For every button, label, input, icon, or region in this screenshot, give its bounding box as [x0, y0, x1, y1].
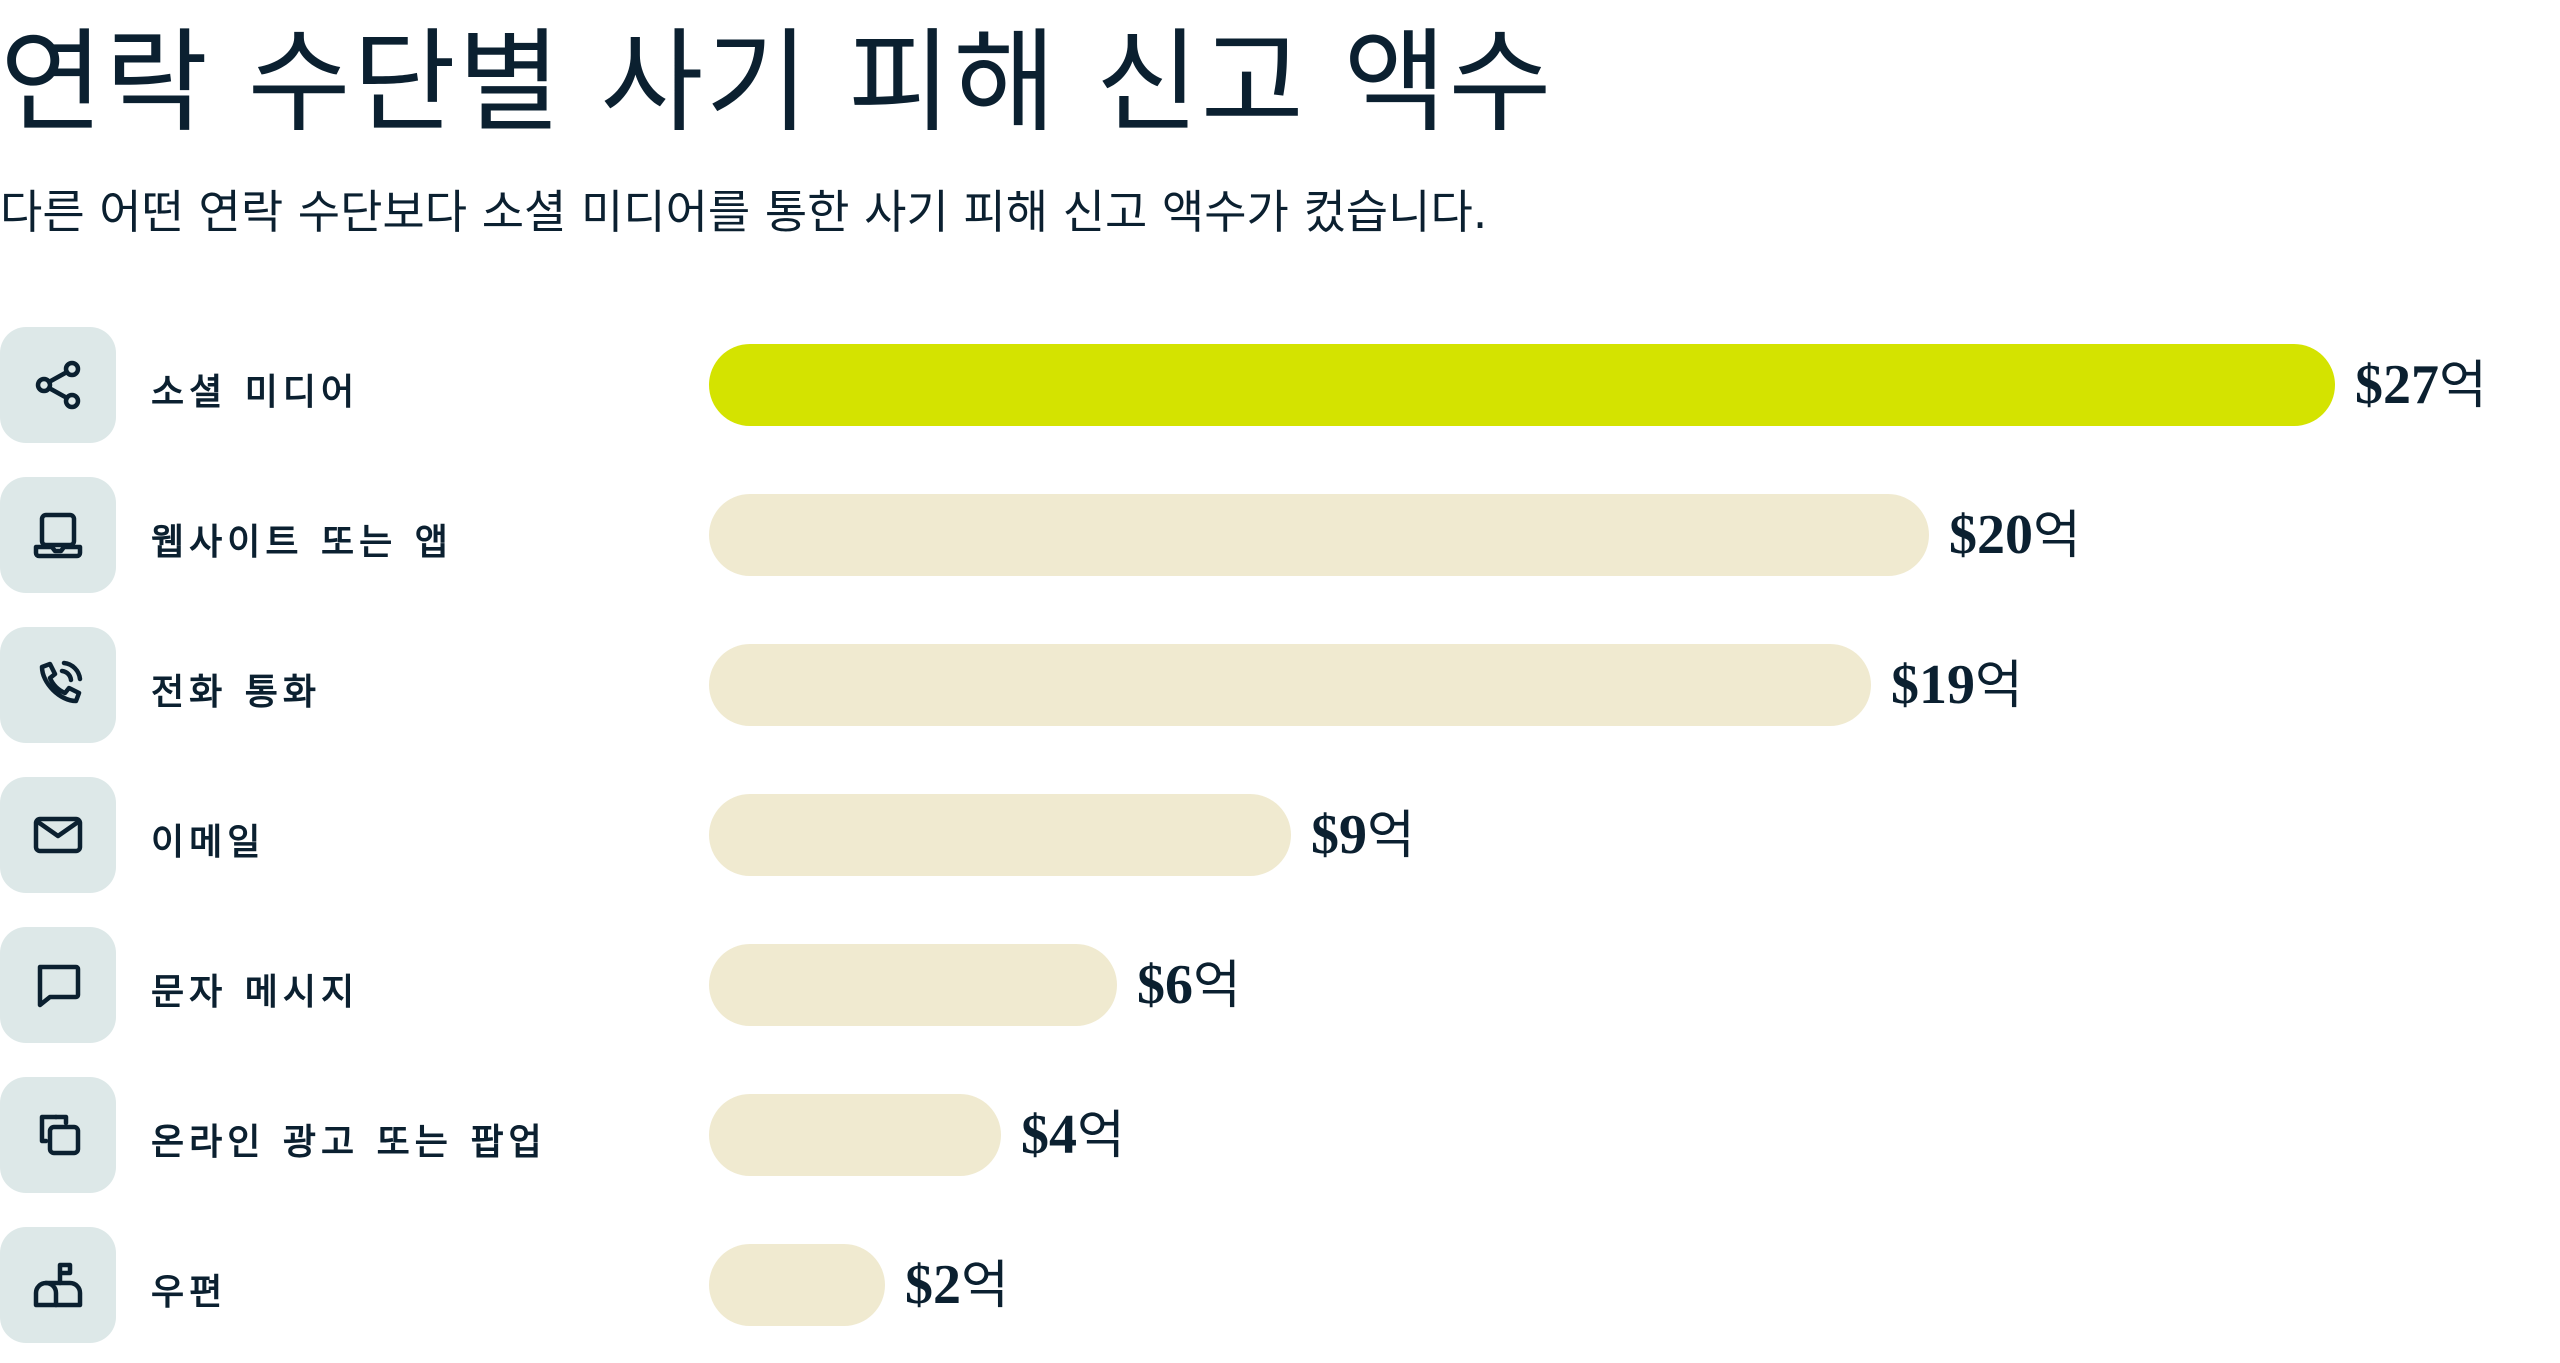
laptop-icon-box — [0, 477, 116, 593]
bar — [709, 644, 1871, 726]
mail-icon-box — [0, 777, 116, 893]
category-label: 이메일 — [151, 822, 266, 863]
bar-row: 온라인 광고 또는 팝업 $4억 — [0, 1077, 2560, 1193]
phone-call-icon — [39, 660, 83, 704]
bar-row: 문자 메시지 $6억 — [0, 927, 2560, 1043]
value-unit: 억 — [2033, 506, 2081, 566]
value-label: $2억 — [905, 1249, 1009, 1322]
value-unit: 억 — [2439, 356, 2487, 416]
value-unit: 억 — [1975, 656, 2023, 716]
share-icon — [35, 360, 81, 410]
value-label: $4억 — [1021, 1099, 1125, 1172]
bar — [709, 494, 1929, 576]
bar — [709, 344, 2335, 426]
popup-windows-icon-box — [0, 1077, 116, 1193]
value-number: $2 — [905, 1254, 961, 1316]
value-number: $6 — [1137, 954, 1193, 1016]
bar-row: 소셜 미디어 $27억 — [0, 327, 2560, 443]
share-icon-box — [0, 327, 116, 443]
phone-call-icon-box — [0, 627, 116, 743]
chat-bubble-icon-box — [0, 927, 116, 1043]
mailbox-icon — [33, 1262, 83, 1308]
value-number: $19 — [1891, 654, 1975, 716]
bar-row: 웹사이트 또는 앱 $20억 — [0, 477, 2560, 593]
chat-bubble-icon — [37, 964, 81, 1008]
mailbox-icon-box — [0, 1227, 116, 1343]
category-label: 웹사이트 또는 앱 — [151, 522, 453, 563]
value-unit: 억 — [961, 1256, 1009, 1316]
value-label: $9억 — [1311, 799, 1415, 872]
bar-row: 전화 통화 $19억 — [0, 627, 2560, 743]
popup-windows-icon — [39, 1114, 81, 1156]
bar — [709, 944, 1117, 1026]
value-number: $27 — [2355, 354, 2439, 416]
value-label: $27억 — [2355, 349, 2487, 422]
value-number: $4 — [1021, 1104, 1077, 1166]
laptop-icon — [33, 512, 83, 559]
bar — [709, 794, 1291, 876]
category-label: 문자 메시지 — [151, 972, 360, 1013]
value-unit: 억 — [1077, 1106, 1125, 1166]
chart-title: 연락 수단별 사기 피해 신고 액수 — [0, 18, 1554, 148]
value-label: $20억 — [1949, 499, 2081, 572]
bar-row: 우편 $2억 — [0, 1227, 2560, 1343]
bar — [709, 1244, 885, 1326]
bar-row: 이메일 $9억 — [0, 777, 2560, 893]
category-label: 전화 통화 — [151, 672, 322, 713]
value-unit: 억 — [1193, 956, 1241, 1016]
value-label: $19억 — [1891, 649, 2023, 722]
bar — [709, 1094, 1001, 1176]
category-label: 소셜 미디어 — [151, 372, 360, 413]
value-unit: 억 — [1367, 806, 1415, 866]
chart-subtitle: 다른 어떤 연락 수단보다 소셜 미디어를 통한 사기 피해 신고 액수가 컸습… — [0, 185, 1488, 239]
category-label: 온라인 광고 또는 팝업 — [151, 1122, 547, 1163]
value-label: $6억 — [1137, 949, 1241, 1022]
category-label: 우편 — [151, 1272, 228, 1313]
value-number: $20 — [1949, 504, 2033, 566]
mail-icon — [33, 816, 83, 854]
value-number: $9 — [1311, 804, 1367, 866]
